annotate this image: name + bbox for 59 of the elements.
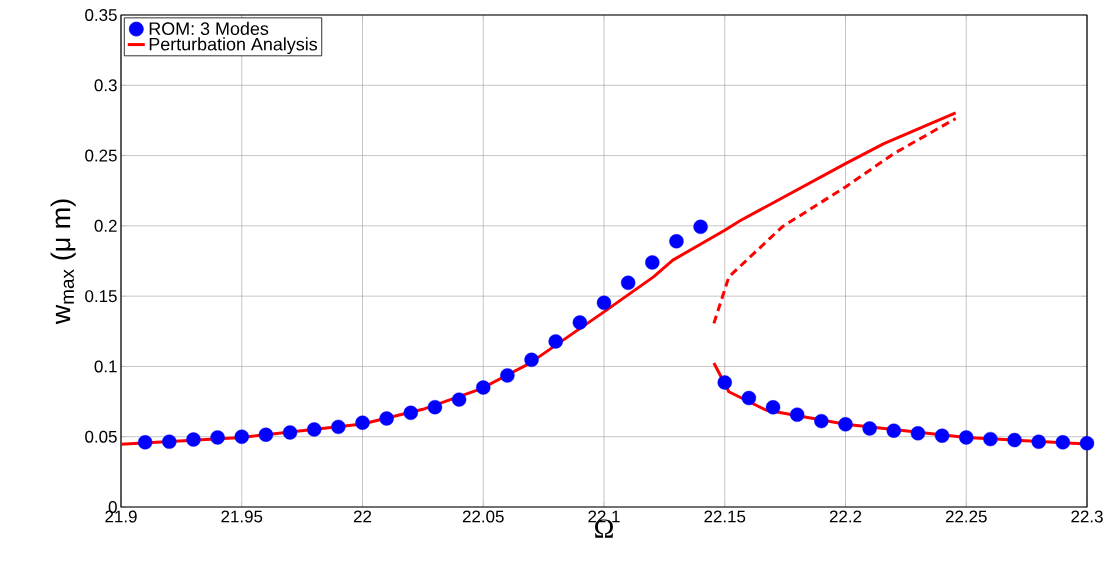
point: [669, 234, 684, 249]
point: [886, 423, 901, 438]
point: [693, 219, 708, 235]
point: [137, 435, 153, 450]
point: [451, 392, 467, 407]
point: [1031, 434, 1046, 449]
point: [741, 390, 757, 406]
point: [1055, 435, 1071, 450]
point: [717, 375, 732, 390]
y-tick-label: 0.05: [85, 430, 117, 443]
y-tick-label: 0.2: [94, 219, 117, 232]
x-tick-label: 22.3: [1071, 510, 1103, 523]
point: [258, 427, 274, 442]
line-series: [712, 117, 958, 325]
point: [282, 425, 298, 440]
point: [476, 380, 491, 395]
point: [910, 426, 926, 441]
point: [1079, 436, 1095, 451]
point: [186, 432, 201, 447]
x-tick-label: 22.2: [829, 510, 862, 523]
y-tick-label: 0.3: [94, 79, 117, 92]
y-tick-label: 0.15: [85, 290, 117, 303]
point: [862, 421, 877, 436]
point: [814, 413, 829, 429]
point: [307, 422, 322, 437]
y-tick-label: 0.1: [94, 360, 117, 373]
point: [765, 400, 781, 415]
x-tick-label: 22.05: [462, 510, 504, 523]
y-tick-label: 0.35: [85, 9, 117, 21]
point: [210, 430, 225, 445]
point: [379, 411, 394, 426]
x-tick-label: 22: [353, 510, 372, 523]
x-tick-label: 21.95: [221, 510, 263, 523]
y-tick-label: 0.25: [85, 149, 117, 162]
point: [427, 400, 443, 415]
point: [1007, 432, 1022, 448]
point: [838, 417, 853, 432]
point: [790, 407, 805, 422]
point: [548, 334, 563, 349]
line-series: [121, 111, 958, 446]
x-tick-label: 22.25: [945, 510, 987, 523]
point: [572, 315, 588, 330]
point: [959, 430, 974, 445]
point: [620, 275, 636, 290]
point: [331, 419, 346, 435]
point: [596, 295, 612, 310]
point: [500, 368, 515, 383]
point: [524, 352, 539, 367]
point: [162, 434, 177, 449]
legend-label: ROM: 3 Modes: [149, 21, 269, 36]
point: [934, 428, 950, 443]
legend-label: Perturbation Analysis: [149, 37, 318, 55]
point: [234, 429, 249, 444]
point: [403, 405, 418, 420]
y-axis-title: w$_{max}$ (μ m): [50, 199, 76, 325]
x-tick-label: 22.15: [704, 510, 746, 523]
point: [645, 255, 660, 270]
point: [983, 431, 998, 447]
point: [355, 415, 370, 430]
